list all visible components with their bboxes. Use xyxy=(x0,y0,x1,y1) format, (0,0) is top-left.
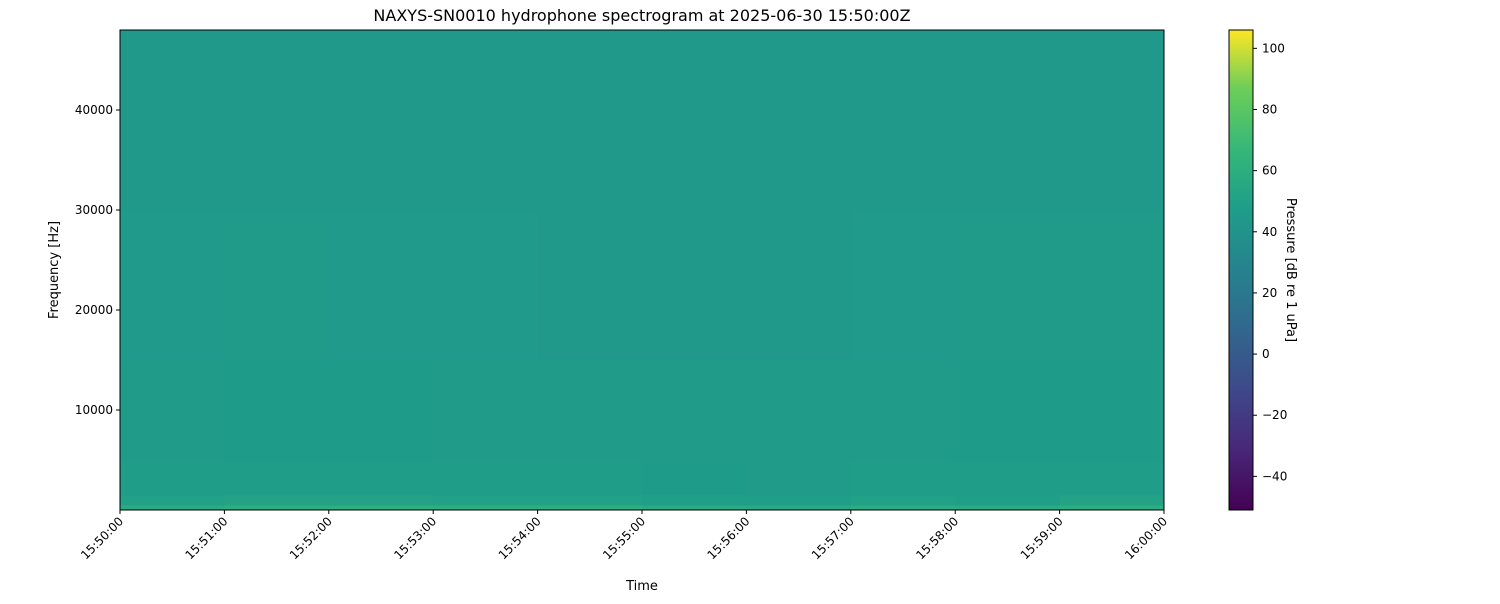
heatmap-cell xyxy=(120,360,225,461)
x-tick-label: 15:55:00 xyxy=(600,514,648,562)
heatmap-cell xyxy=(537,460,643,496)
heatmap-cell xyxy=(746,495,852,506)
heatmap-cell xyxy=(537,30,643,211)
heatmap-cell xyxy=(746,460,852,496)
heatmap-cell xyxy=(120,30,225,211)
heatmap-cell xyxy=(224,30,330,211)
heatmap-cell xyxy=(120,505,225,511)
heatmap-cell xyxy=(955,505,1061,511)
heatmap-cell xyxy=(850,210,956,361)
x-tick-label: 16:00:00 xyxy=(1122,514,1170,562)
heatmap-cells xyxy=(120,30,1165,511)
heatmap-cell xyxy=(746,30,852,211)
heatmap-cell xyxy=(746,210,852,361)
heatmap-cell xyxy=(433,30,539,211)
colorbar-axis: −40 −20 0 20 40 60 80 100 xyxy=(1253,41,1287,483)
heatmap-cell xyxy=(850,495,956,506)
heatmap-cell xyxy=(1059,360,1165,461)
heatmap-cell xyxy=(1059,460,1165,496)
y-tick-label: 10000 xyxy=(75,403,113,417)
heatmap-cell xyxy=(328,360,434,461)
y-tick-label: 40000 xyxy=(75,103,113,117)
heatmap-cell xyxy=(850,360,956,461)
heatmap-cell xyxy=(328,30,434,211)
heatmap-cell xyxy=(642,460,747,496)
heatmap-cell xyxy=(328,495,434,506)
colorbar xyxy=(1228,29,1254,511)
heatmap-cell xyxy=(850,505,956,511)
heatmap-cell xyxy=(1059,30,1165,211)
y-axis: 10000 20000 30000 40000 xyxy=(75,103,120,417)
chart-title: NAXYS-SN0010 hydrophone spectrogram at 2… xyxy=(373,6,910,25)
heatmap-cell xyxy=(433,460,539,496)
heatmap-cell xyxy=(642,495,747,506)
x-tick-label: 15:59:00 xyxy=(1018,514,1066,562)
heatmap-cell xyxy=(746,360,852,461)
x-tick-label: 15:57:00 xyxy=(809,514,857,562)
heatmap-cell xyxy=(537,505,643,511)
x-tick-label: 15:54:00 xyxy=(496,514,544,562)
heatmap-cell xyxy=(328,505,434,511)
y-axis-label: Frequency [Hz] xyxy=(47,221,62,319)
colorbar-tick-label: 0 xyxy=(1262,347,1270,361)
heatmap-cell xyxy=(642,30,747,211)
heatmap-cell xyxy=(224,460,330,496)
x-tick-label: 15:53:00 xyxy=(391,514,439,562)
y-tick-label: 20000 xyxy=(75,303,113,317)
y-tick-label: 30000 xyxy=(75,203,113,217)
x-tick-label: 15:50:00 xyxy=(78,514,126,562)
x-tick-label: 15:51:00 xyxy=(183,514,231,562)
colorbar-tick-label: −20 xyxy=(1262,408,1287,422)
heatmap-cell xyxy=(955,210,1061,361)
heatmap-cell xyxy=(537,210,643,361)
heatmap-cell xyxy=(955,360,1061,461)
heatmap-cell xyxy=(537,495,643,506)
heatmap-cell xyxy=(328,460,434,496)
colorbar-label: Pressure [dB re 1 uPa] xyxy=(1283,198,1298,342)
heatmap-cell xyxy=(746,505,852,511)
heatmap-cell xyxy=(642,360,747,461)
heatmap-cell xyxy=(642,210,747,361)
heatmap-cell xyxy=(642,505,747,511)
x-tick-label: 15:58:00 xyxy=(913,514,961,562)
heatmap-cell xyxy=(224,495,330,506)
heatmap-cell xyxy=(224,505,330,511)
heatmap-cell xyxy=(120,210,225,361)
heatmap-cell xyxy=(537,360,643,461)
colorbar-tick-label: 60 xyxy=(1262,164,1277,178)
heatmap-cell xyxy=(224,360,330,461)
colorbar-tick-label: −40 xyxy=(1262,469,1287,483)
x-axis: 15:50:00 15:51:00 15:52:00 15:53:00 15:54:00… xyxy=(78,510,1170,562)
colorbar-tick-label: 20 xyxy=(1262,286,1277,300)
heatmap-cell xyxy=(224,210,330,361)
heatmap-cell xyxy=(955,495,1061,506)
x-tick-label: 15:52:00 xyxy=(287,514,335,562)
x-tick-label: 15:56:00 xyxy=(705,514,753,562)
heatmap-cell xyxy=(955,460,1061,496)
heatmap-cell xyxy=(1059,505,1165,511)
heatmap-cell xyxy=(120,495,225,506)
colorbar-tick-label: 100 xyxy=(1262,41,1285,55)
heatmap-cell xyxy=(850,30,956,211)
heatmap-cell xyxy=(1059,495,1165,506)
heatmap-cell xyxy=(328,210,434,361)
heatmap-cell xyxy=(433,360,539,461)
colorbar-tick-label: 40 xyxy=(1262,225,1277,239)
heatmap-cell xyxy=(433,505,539,511)
heatmap-cell xyxy=(433,210,539,361)
heatmap-cell xyxy=(433,495,539,506)
heatmap-cell xyxy=(850,460,956,496)
heatmap-cell xyxy=(1059,210,1165,361)
heatmap-cell xyxy=(120,460,225,496)
colorbar-tick-label: 80 xyxy=(1262,102,1277,116)
x-axis-label: Time xyxy=(625,579,658,594)
heatmap-cell xyxy=(955,30,1061,211)
